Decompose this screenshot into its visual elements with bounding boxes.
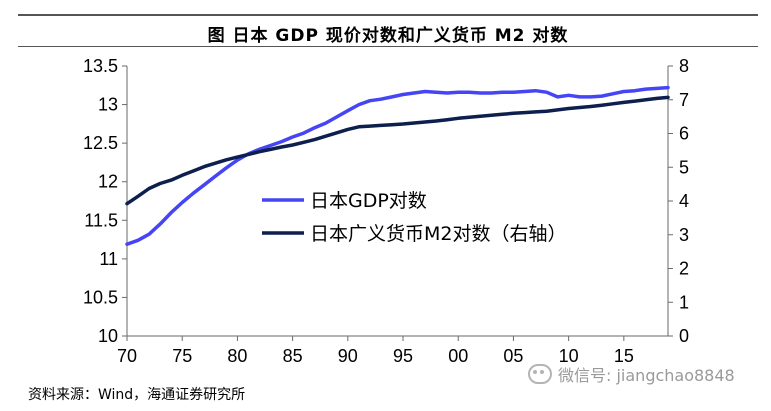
wechat-icon	[528, 364, 552, 384]
x-tick-label: 90	[338, 346, 358, 366]
figure-title: 图 日本 GDP 现价对数和广义货币 M2 对数	[207, 26, 569, 46]
right-tick-label: 7	[679, 90, 689, 110]
x-tick-label: 10	[559, 346, 579, 366]
right-tick-label: 1	[679, 292, 689, 312]
x-tick-label: 00	[448, 346, 468, 366]
right-tick-label: 6	[679, 124, 689, 144]
source-note: 资料来源：Wind，海通证券研究所	[28, 387, 246, 403]
left-tick-label: 10.5	[83, 287, 118, 307]
right-tick-label: 5	[679, 157, 689, 177]
x-tick-label: 75	[172, 346, 192, 366]
right-tick-label: 0	[679, 326, 689, 346]
right-tick-label: 2	[679, 259, 689, 279]
left-tick-label: 11	[99, 249, 118, 269]
right-tick-label: 3	[679, 225, 689, 245]
m2-series-line	[125, 95, 670, 206]
legend-label-gdp: 日本GDP对数	[310, 190, 427, 212]
x-tick-label: 85	[283, 346, 303, 366]
left-tick-label: 10	[98, 326, 118, 346]
gdp-series-line	[125, 85, 670, 246]
left-tick-label: 13.5	[83, 56, 118, 76]
right-tick-label: 4	[679, 191, 689, 211]
right-tick-label: 8	[679, 56, 689, 76]
left-tick-label: 12.5	[83, 133, 118, 153]
legend-label-m2: 日本广义货币M2对数（右轴）	[310, 223, 566, 245]
left-tick-label: 13	[98, 95, 118, 115]
watermark-text: 微信号: jiangchao8848	[558, 366, 735, 385]
x-tick-label: 95	[393, 346, 413, 366]
left-tick-label: 11.5	[84, 210, 118, 230]
figure-title-bar: 图 日本 GDP 现价对数和广义货币 M2 对数	[18, 14, 758, 47]
left-tick-label: 12	[98, 172, 118, 192]
watermark: 微信号: jiangchao8848	[528, 362, 735, 386]
x-tick-label: 15	[614, 346, 634, 366]
x-tick-label: 05	[503, 346, 523, 366]
x-tick-label: 70	[117, 346, 137, 366]
x-tick-label: 80	[227, 346, 247, 366]
